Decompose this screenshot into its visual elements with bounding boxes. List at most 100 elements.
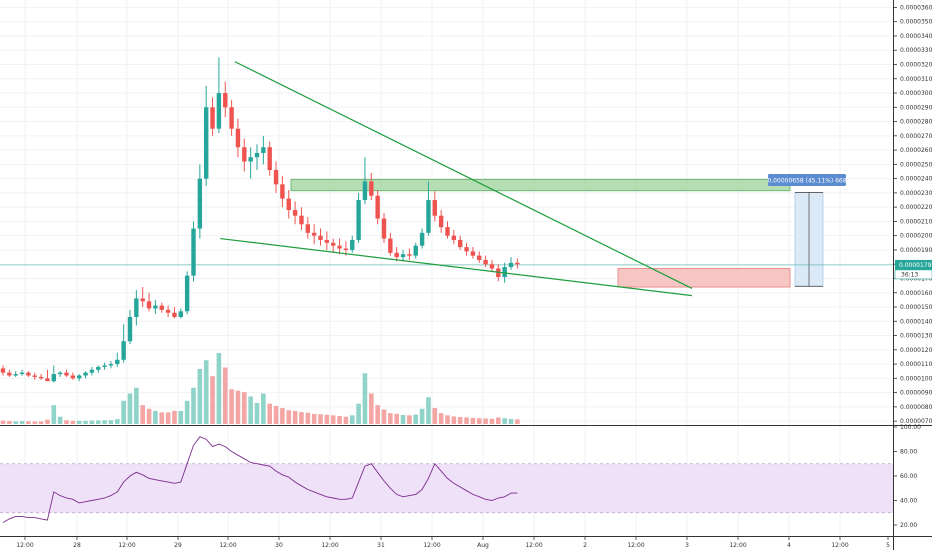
rsi-line xyxy=(2,436,518,523)
volume-bar xyxy=(51,405,57,424)
upper-trendline xyxy=(234,61,693,290)
candle-body xyxy=(273,170,279,185)
candle-body xyxy=(242,147,247,162)
candle-body xyxy=(477,255,482,260)
candle-body xyxy=(438,215,444,228)
volume-bar xyxy=(375,405,380,424)
candle-body xyxy=(318,235,323,240)
candle-body xyxy=(127,317,133,342)
volume-bar xyxy=(45,419,50,424)
volume-bar xyxy=(349,415,355,424)
rsi-tick-label: 40.00 xyxy=(900,497,917,504)
candle-body xyxy=(388,238,393,253)
volume-bar xyxy=(438,413,444,424)
candle-body xyxy=(394,252,399,258)
candle-body xyxy=(508,262,514,268)
candle-body xyxy=(96,366,101,370)
candle-body xyxy=(77,375,82,379)
candle-body xyxy=(356,200,361,240)
volume-bar xyxy=(76,420,82,424)
candle-body xyxy=(305,224,310,233)
volume-bar xyxy=(273,405,279,424)
volume-bar xyxy=(13,421,18,424)
candle-body xyxy=(324,239,330,243)
volume-bar xyxy=(470,417,476,424)
candle-body xyxy=(407,254,412,256)
rsi-tick-label: 80.00 xyxy=(900,448,917,455)
target-zone xyxy=(617,268,791,288)
volume-bar xyxy=(369,393,374,424)
volume-bar xyxy=(70,420,76,424)
volume-bar xyxy=(197,368,203,424)
candle-body xyxy=(343,248,349,250)
measure-label: 0.00000658 (45.11%) 668 xyxy=(767,178,846,185)
candle-body xyxy=(311,232,317,236)
volume-bar xyxy=(305,412,311,424)
candle-body xyxy=(70,375,76,379)
time-tick-label: 12:00 xyxy=(219,542,236,549)
volume-bar xyxy=(445,415,450,424)
candle-body xyxy=(292,210,298,216)
volume-bar xyxy=(89,420,95,424)
time-tick-label: 31 xyxy=(377,542,385,549)
volume-bar xyxy=(261,393,266,424)
time-tick-label: 30 xyxy=(275,542,283,549)
volume-bar xyxy=(235,390,241,424)
candle-body xyxy=(115,359,120,365)
last-price-label: 0.00001795 xyxy=(899,262,932,269)
volume-bar xyxy=(210,376,215,424)
time-tick-label: 12:00 xyxy=(16,542,33,549)
candle-body xyxy=(184,275,190,312)
volume-bar xyxy=(254,402,260,424)
countdown-label-bg xyxy=(894,269,932,280)
time-tick-label: Aug xyxy=(477,542,489,549)
volume-bar xyxy=(115,419,120,424)
candle-body xyxy=(483,259,488,265)
volume-bar xyxy=(280,408,285,424)
candle-body xyxy=(57,372,63,375)
volume-bar xyxy=(311,413,317,424)
candle-body xyxy=(470,251,476,256)
candle-body xyxy=(102,365,107,367)
volume-bar xyxy=(407,415,412,424)
time-axis: 12:00 28 12:00 29 12:00 30 12:00 31 12:00 Aug 12:0… xyxy=(16,536,890,549)
candle-body xyxy=(210,107,215,129)
candle-body xyxy=(83,372,88,376)
candle-body xyxy=(489,264,495,269)
volume-bar xyxy=(165,412,171,424)
candle-body xyxy=(337,245,342,249)
volume-bar xyxy=(83,420,88,424)
volume-bar xyxy=(140,405,145,424)
volume-bar xyxy=(292,410,298,424)
candle-body xyxy=(204,107,209,179)
time-tick-label: 4 xyxy=(787,542,791,549)
volume-bar xyxy=(184,400,190,424)
time-tick-label: 12:00 xyxy=(525,542,542,549)
volume-bar xyxy=(381,409,387,424)
volume-bar xyxy=(32,421,38,424)
candle-body xyxy=(248,157,253,162)
last-price-label-bg xyxy=(895,259,932,270)
rsi-axis: 100.00 80.00 60.00 40.00 20.00 xyxy=(893,424,921,529)
volume-bar xyxy=(508,418,514,424)
time-tick-label: 5 xyxy=(886,542,890,549)
volume-bar xyxy=(191,387,196,424)
candle-body xyxy=(331,242,336,246)
volume-bar xyxy=(394,413,399,424)
